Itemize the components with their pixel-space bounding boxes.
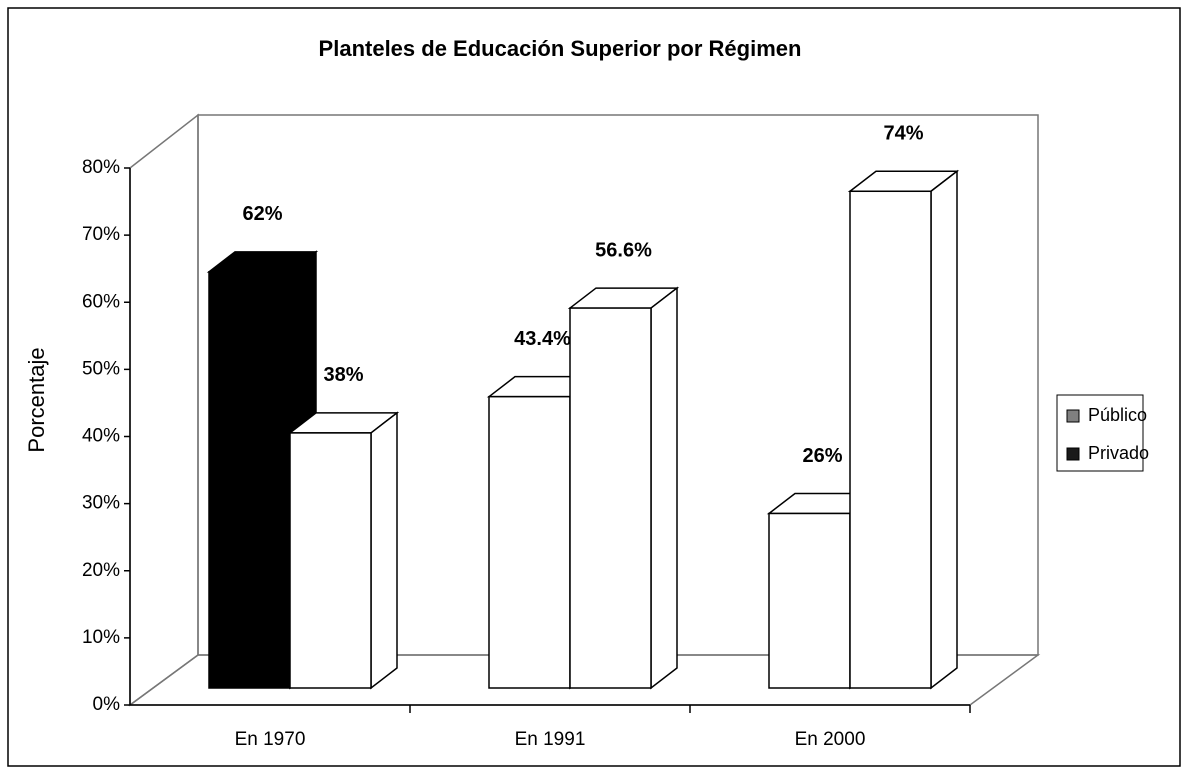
bar-side xyxy=(930,169,958,690)
legend-swatch xyxy=(1066,447,1080,461)
y-tick-label: 10% xyxy=(82,627,120,648)
y-tick-label: 40% xyxy=(82,426,120,447)
bar xyxy=(208,271,291,689)
bar xyxy=(849,190,932,689)
bar-side xyxy=(650,286,678,690)
bar xyxy=(488,395,571,689)
y-tick-label: 80% xyxy=(82,157,120,178)
legend-label: Público xyxy=(1088,405,1147,425)
value-label: 74% xyxy=(883,123,923,145)
value-label: 56.6% xyxy=(595,239,652,261)
x-tick-label: En 2000 xyxy=(795,729,866,750)
y-axis-title: Porcentaje xyxy=(24,347,49,452)
value-label: 62% xyxy=(242,203,282,225)
y-tick-label: 70% xyxy=(82,224,120,245)
y-tick-label: 20% xyxy=(82,560,120,581)
x-tick-label: En 1970 xyxy=(235,729,306,750)
y-tick-label: 0% xyxy=(93,694,121,715)
legend-label: Privado xyxy=(1088,443,1149,463)
bar xyxy=(289,432,372,689)
bar xyxy=(768,512,851,689)
bar-side xyxy=(370,411,398,690)
legend-swatch xyxy=(1066,409,1080,423)
x-tick-label: En 1991 xyxy=(515,729,586,750)
value-label: 43.4% xyxy=(514,328,571,350)
value-label: 38% xyxy=(323,364,363,386)
y-tick-label: 50% xyxy=(82,358,120,379)
y-tick-label: 60% xyxy=(82,291,120,312)
chart-title: Planteles de Educación Superior por Régi… xyxy=(319,36,802,61)
value-label: 26% xyxy=(802,445,842,467)
y-tick-label: 30% xyxy=(82,493,120,514)
bar xyxy=(569,307,652,689)
